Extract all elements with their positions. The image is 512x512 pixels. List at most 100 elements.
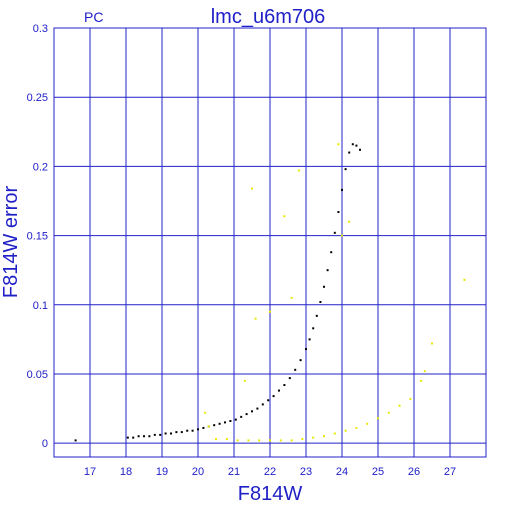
flagged-data-point	[431, 342, 433, 345]
flagged-data-point	[251, 187, 253, 190]
data-point	[132, 436, 135, 439]
flagged-data-point	[333, 432, 336, 435]
data-point	[213, 424, 216, 427]
flagged-data-point	[409, 397, 412, 400]
data-point	[170, 432, 172, 435]
data-point	[234, 418, 237, 421]
flagged-data-point	[341, 234, 343, 237]
series-main-points	[74, 143, 361, 442]
data-point	[272, 395, 275, 398]
flagged-data-point	[337, 143, 340, 146]
flagged-data-point	[297, 169, 300, 172]
data-point	[355, 144, 358, 147]
data-point	[278, 389, 280, 392]
flagged-data-point	[258, 439, 261, 442]
flagged-data-point	[377, 417, 379, 420]
data-point	[229, 420, 232, 423]
y-tick-label: 0.3	[33, 23, 48, 35]
data-point	[341, 188, 343, 191]
data-point	[202, 426, 205, 429]
x-tick-label: 20	[192, 466, 204, 478]
flagged-data-point	[301, 438, 304, 441]
x-tick-label: 24	[336, 466, 348, 478]
flagged-data-point	[215, 438, 217, 441]
flagged-data-point	[344, 429, 347, 432]
data-point	[256, 407, 259, 410]
x-tick-label: 25	[372, 466, 384, 478]
x-tick-label: 23	[300, 466, 312, 478]
data-point	[305, 348, 307, 351]
x-tick-label: 21	[228, 466, 240, 478]
y-tick-label: 0.2	[33, 161, 48, 173]
data-point	[267, 399, 270, 402]
flagged-data-point	[398, 404, 401, 407]
data-point	[74, 439, 77, 442]
x-tick-label: 26	[408, 466, 420, 478]
data-point	[359, 148, 361, 151]
y-tick-label: 0.1	[33, 300, 48, 312]
data-point	[333, 231, 336, 234]
data-point	[348, 151, 351, 154]
data-point	[175, 431, 178, 434]
data-point	[315, 314, 318, 317]
data-point	[323, 285, 325, 288]
corner-label: PC	[84, 9, 103, 25]
data-point	[164, 432, 167, 435]
data-point	[191, 429, 194, 432]
flagged-data-point	[207, 425, 210, 428]
flagged-data-point	[312, 436, 315, 439]
flagged-data-point	[420, 379, 423, 382]
data-point	[308, 338, 311, 341]
flagged-data-point	[387, 411, 390, 414]
data-point	[143, 435, 145, 438]
data-point	[153, 433, 156, 436]
y-tick-label: 0.25	[27, 92, 48, 104]
flagged-data-point	[243, 379, 246, 382]
data-point	[126, 436, 129, 439]
data-point	[326, 269, 329, 272]
x-tick-label: 22	[264, 466, 276, 478]
x-tick-label: 27	[444, 466, 456, 478]
flagged-data-point	[247, 439, 250, 442]
data-point	[224, 421, 226, 424]
data-point	[218, 422, 221, 425]
data-point	[330, 251, 333, 254]
data-point	[319, 301, 322, 304]
y-tick-labels: 0 0.05 0.1 0.15 0.2 0.25 0.3	[27, 23, 48, 450]
x-tick-label: 17	[84, 466, 96, 478]
plot-frame	[53, 27, 487, 458]
data-point	[240, 415, 243, 418]
y-tick-label: 0.05	[27, 369, 48, 381]
data-point	[197, 428, 199, 431]
x-tick-label: 19	[156, 466, 168, 478]
data-point	[251, 410, 253, 413]
data-point	[337, 211, 340, 214]
flagged-data-point	[463, 278, 466, 281]
flagged-data-point	[423, 370, 426, 373]
data-point	[245, 413, 248, 416]
flagged-data-point	[290, 439, 293, 442]
data-point	[261, 403, 264, 406]
data-point	[351, 143, 354, 146]
flagged-data-point	[323, 435, 325, 438]
data-point	[159, 433, 162, 436]
flagged-data-point	[204, 411, 207, 414]
flagged-data-point	[269, 310, 271, 313]
x-tick-label: 18	[120, 466, 132, 478]
data-point	[186, 429, 189, 432]
x-tick-labels: 17 18 19 20 21 22 23 24 25 26 27	[84, 466, 456, 478]
chart-title: lmc_u6m706	[211, 6, 326, 28]
data-point	[283, 384, 286, 387]
flagged-data-point	[269, 439, 271, 442]
data-point	[294, 368, 297, 371]
y-axis-label: F814W error	[0, 186, 22, 299]
data-point	[312, 327, 315, 330]
flagged-data-point	[348, 220, 351, 223]
data-point	[137, 435, 140, 438]
flagged-data-point	[355, 426, 358, 429]
flagged-data-point	[236, 439, 239, 442]
flagged-data-point	[290, 296, 293, 299]
data-point	[148, 435, 151, 438]
series-flagged-points	[204, 143, 466, 442]
